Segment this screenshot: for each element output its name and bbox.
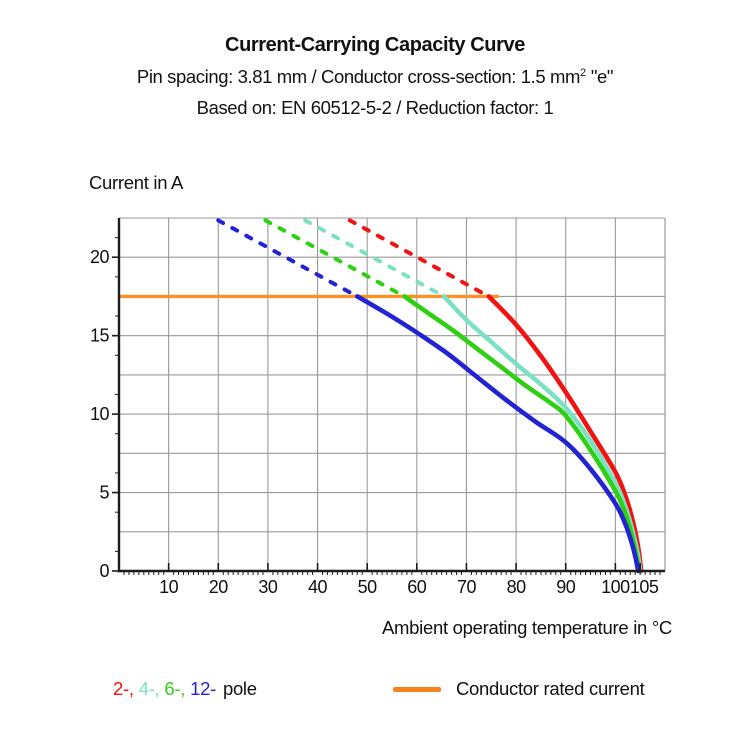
chart-title: Current-Carrying Capacity Curve — [225, 34, 525, 56]
legend-poles: 2-, 4-, 6-, 12- pole — [113, 678, 257, 700]
tick-labels: 10 20 30 40 50 60 70 80 90 100 105 0 5 10 15 20 — [90, 247, 659, 597]
x-tick-label-100: 100 — [601, 577, 630, 597]
rated-current-label: Conductor rated current — [456, 678, 645, 699]
chart-header: Current-Carrying Capacity Curve Pin spac… — [0, 34, 750, 119]
legend-item-4-pole: 4-, — [138, 678, 160, 699]
curve-6-pole — [402, 294, 642, 574]
legend-item-6-pole: 6-, — [164, 678, 186, 699]
grid-lines — [119, 217, 666, 571]
legend-item-12-pole: 12- — [190, 678, 216, 699]
axes — [117, 218, 665, 573]
y-tick-label-10: 10 — [90, 404, 110, 424]
dashed-curve-4-pole — [303, 218, 447, 299]
dashed-curve-2-pole — [347, 218, 491, 299]
y-tick-label-20: 20 — [90, 247, 110, 267]
x-tick-label-60: 60 — [407, 577, 427, 597]
dashed-curve-6-pole — [263, 218, 407, 299]
x-tick-label-40: 40 — [308, 577, 328, 597]
x-tick-label-50: 50 — [358, 577, 378, 597]
legend-rated-current: Conductor rated current — [393, 678, 645, 700]
legend-item-2-pole: 2-, — [113, 678, 134, 699]
rated-current-swatch-line — [393, 687, 441, 692]
x-tick-label-90: 90 — [556, 577, 576, 597]
chart-subtitle-1: Pin spacing: 3.81 mm / Conductor cross-s… — [136, 66, 614, 87]
x-axis-label: Ambient operating temperature in °C — [382, 617, 672, 638]
curve-4-pole — [441, 294, 643, 574]
x-tick-label-30: 30 — [258, 577, 278, 597]
curve-2-pole — [486, 294, 644, 574]
x-tick-label-70: 70 — [457, 577, 477, 597]
y-axis-label: Current in A — [89, 172, 184, 193]
x-tick-label-20: 20 — [209, 577, 229, 597]
y-tick-label-0: 0 — [99, 561, 109, 581]
axis-ticks — [112, 237, 661, 575]
x-tick-label-10: 10 — [159, 577, 179, 597]
capacity-curves — [355, 294, 644, 574]
dashed-extensions — [216, 218, 491, 299]
x-tick-label-105: 105 — [630, 577, 659, 597]
curve-12-pole — [355, 294, 641, 574]
chart-subtitle-2: Based on: EN 60512-5-2 / Reduction facto… — [196, 97, 554, 118]
y-tick-label-5: 5 — [99, 483, 109, 503]
x-tick-label-80: 80 — [507, 577, 527, 597]
superscript-2: 2 — [580, 66, 587, 79]
y-tick-label-15: 15 — [90, 326, 110, 346]
dashed-curve-12-pole — [216, 218, 360, 299]
legend-pole-suffix: pole — [222, 678, 257, 699]
